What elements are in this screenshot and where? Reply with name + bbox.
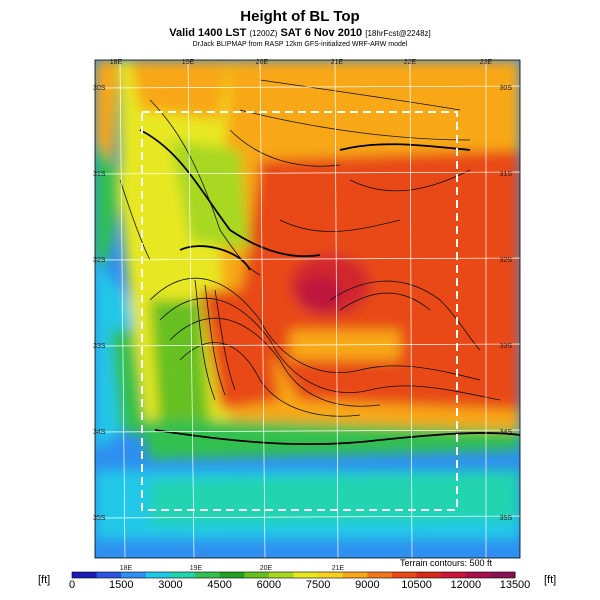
latitude-labels-left: 30S 31S 32S 33S 34S 35S <box>93 85 106 522</box>
colorbar-swatch <box>145 572 171 578</box>
colorbar-swatch <box>441 572 467 578</box>
colorbar-swatch <box>268 572 294 578</box>
colorbar-swatch <box>391 572 418 578</box>
longitude-label: 20E <box>256 59 269 66</box>
major-contours <box>139 129 520 446</box>
valid-date: SAT 6 Nov 2010 <box>280 27 363 39</box>
latitude-label: 32S <box>500 257 513 264</box>
colorbar-swatch <box>72 572 98 578</box>
colorbar-label: 10500 <box>401 579 432 591</box>
latitude-label: 35S <box>500 515 513 522</box>
map-field <box>95 60 520 558</box>
utc-time: (1200Z) <box>249 29 278 38</box>
longitude-label: 23E <box>480 59 493 66</box>
longitude-label: 20E <box>260 565 273 572</box>
colorbar-unit-right: [ft] <box>544 574 557 586</box>
latitude-label: 33S <box>500 343 513 350</box>
lat-lon-grid <box>95 60 520 558</box>
colorbar-swatch <box>490 572 516 578</box>
colorbar-swatch <box>367 572 393 578</box>
latitude-label: 30S <box>500 85 513 92</box>
colorbar-swatch <box>416 572 442 578</box>
colorbar-label: 12000 <box>450 579 482 591</box>
colorbar-swatch <box>244 572 270 578</box>
colorbar-label: 9000 <box>355 579 380 591</box>
longitude-labels-top: 18E 19E 20E 21E 22E 23E <box>110 59 493 66</box>
longitude-label: 19E <box>190 565 203 572</box>
colorbar-label: 0 <box>68 579 76 591</box>
colorbar-swatch <box>195 572 221 578</box>
forecast-info: [18hrFcst@2248z] <box>365 29 431 38</box>
colorbar-label: 1500 <box>108 579 134 591</box>
colorbar-label: 6000 <box>256 579 282 591</box>
latitude-label: 31S <box>93 171 106 178</box>
longitude-label: 18E <box>110 59 123 66</box>
colorbar <box>71 571 516 579</box>
latitude-labels-right: 30S 31S 32S 33S 34S 35S <box>500 85 513 522</box>
latitude-label: 34S <box>93 429 106 436</box>
colorbar-border <box>71 571 516 579</box>
longitude-label: 18E <box>120 565 133 572</box>
terrain-contours <box>119 79 501 417</box>
valid-time: Valid 1400 LST <box>169 27 247 39</box>
latitude-label: 35S <box>93 515 106 522</box>
colorbar-swatch <box>96 572 122 578</box>
colorbar-swatch <box>318 572 344 578</box>
latitude-label: 30S <box>93 85 106 92</box>
longitude-label: 21E <box>331 59 344 66</box>
longitude-labels-bottom: 18E 19E 20E 21E <box>120 565 345 572</box>
colorbar-label: 7500 <box>305 579 331 591</box>
bl-height-field <box>95 60 520 540</box>
map-border <box>94 59 521 559</box>
colorbar-swatch <box>465 572 491 578</box>
colorbar-swatch <box>121 572 147 578</box>
map-subtitle: Valid 1400 LST (1200Z) SAT 6 Nov 2010 [1… <box>0 27 600 39</box>
latitude-label: 31S <box>500 171 513 178</box>
colorbar-swatch <box>219 572 245 578</box>
colorbar-label: 4500 <box>207 579 232 591</box>
terrain-note: Terrain contours: 500 ft <box>400 558 493 568</box>
colorbar-unit-left: [ft] <box>38 574 51 586</box>
longitude-label: 21E <box>332 565 345 572</box>
latitude-label: 33S <box>93 343 106 350</box>
colorbar-swatch <box>293 572 319 578</box>
longitude-label: 22E <box>404 59 417 66</box>
model-credit: DrJack BLIPMAP from RASP 12km GFS-initia… <box>192 41 408 48</box>
colorbar-label: 13500 <box>499 579 531 591</box>
colorbar-swatch <box>170 572 196 578</box>
inner-domain-box <box>141 111 458 511</box>
colorbar-label: 3000 <box>158 579 183 591</box>
map-title: Height of BL Top <box>240 8 360 25</box>
latitude-label: 32S <box>93 257 106 264</box>
latitude-label: 34S <box>500 429 513 436</box>
colorbar-swatch <box>342 572 368 578</box>
longitude-label: 19E <box>182 59 195 66</box>
